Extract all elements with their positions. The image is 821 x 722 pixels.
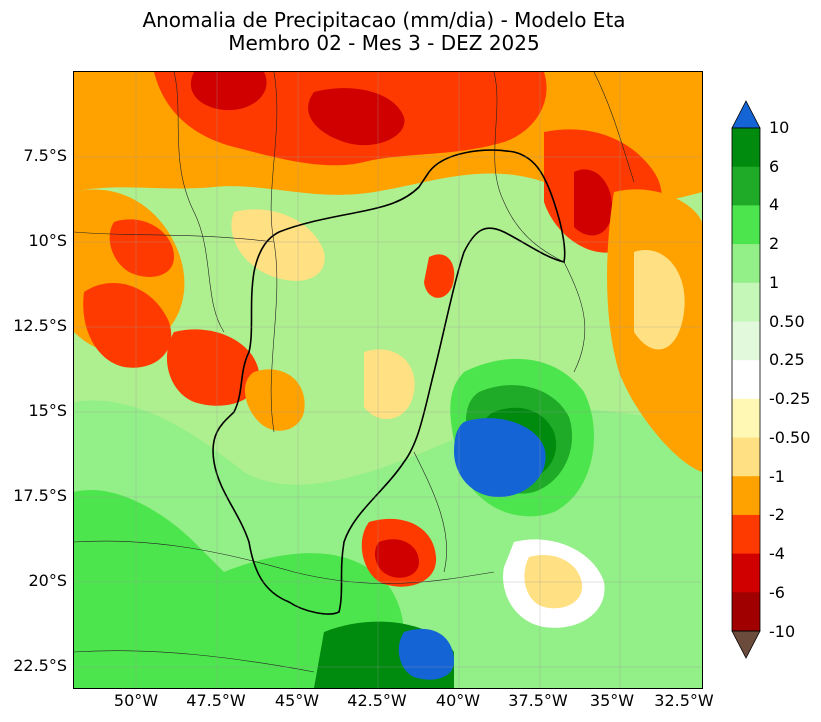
map-panel (73, 71, 703, 689)
lat-label-10s: 10°S (28, 231, 67, 250)
state-borders (74, 72, 635, 673)
field-blue-anomaly (454, 418, 546, 497)
field-darkred-nw (190, 72, 267, 111)
colorbar-label: 6 (769, 157, 780, 176)
lon-label-40w: 40°W (435, 691, 481, 710)
field-red-center-east (424, 254, 455, 298)
field-darkred-northeast (574, 169, 613, 236)
chart-title-line2: Membro 02 - Mes 3 - DEZ 2025 (228, 31, 540, 55)
colorbar-label: -4 (769, 544, 785, 563)
colorbar-segment (732, 592, 760, 632)
colorbar-segment (732, 398, 760, 439)
colorbar-segment (732, 128, 760, 168)
lat-label-22-5s: 22.5°S (13, 656, 67, 675)
field-red-west-upper (109, 219, 174, 277)
field-orange-center (244, 369, 305, 431)
basin-outline (212, 149, 566, 615)
chart-title-line1: Anomalia de Precipitacao (mm/dia) - Mode… (142, 8, 626, 32)
colorbar-label: -2 (769, 505, 785, 524)
colorbar-segment (732, 244, 760, 284)
colorbar-label: 4 (769, 195, 780, 214)
colorbar (731, 100, 761, 659)
colorbar-segment (732, 514, 760, 555)
colorbar-segment (732, 553, 760, 593)
colorbar-over-triangle (731, 100, 761, 129)
lon-label-32-5w: 32.5°W (654, 691, 714, 710)
lat-label-7-5s: 7.5°S (23, 146, 67, 165)
field-yellow-east (634, 250, 685, 350)
field-darkred-southeast (374, 539, 419, 578)
lon-label-37-5w: 37.5°W (508, 691, 568, 710)
gridlines (74, 72, 702, 688)
colorbar-segment (732, 282, 760, 322)
lon-label-42-5w: 42.5°W (347, 691, 407, 710)
field-yellow-center (364, 349, 415, 419)
colorbar-label: -6 (769, 583, 785, 602)
colorbar-segment (732, 360, 760, 400)
colorbar-segment (732, 476, 760, 516)
colorbar-under-triangle (731, 630, 761, 659)
lon-label-47-5w: 47.5°W (186, 691, 246, 710)
lat-label-12-5s: 12.5°S (13, 316, 67, 335)
colorbar-segment (732, 205, 760, 245)
colorbar-segments (732, 128, 760, 632)
colorbar-label: 1 (769, 273, 780, 292)
colorbar-label: 2 (769, 234, 780, 253)
colorbar-segment (732, 437, 760, 477)
field-yellow-center-north (231, 209, 325, 281)
colorbar-frame (731, 127, 761, 632)
precipitation-anomaly-map (74, 72, 702, 688)
colorbar-segment (732, 321, 760, 361)
field-red-west (83, 283, 172, 368)
colorbar-label: -1 (769, 467, 785, 486)
colorbar-segment (732, 166, 760, 206)
colorbar-label: 0.25 (769, 350, 805, 369)
lon-label-50w: 50°W (113, 691, 159, 710)
lat-label-20s: 20°S (28, 571, 67, 590)
colorbar-label: -0.25 (769, 389, 811, 408)
colorbar-label: 0.50 (769, 312, 805, 331)
colorbar-label: -10 (769, 622, 796, 641)
field-yellow-southeast (524, 555, 583, 609)
lon-label-35w: 35°W (589, 691, 635, 710)
field-red-west-lower (166, 329, 260, 406)
lat-label-17-5s: 17.5°S (13, 486, 67, 505)
colorbar-label: -0.50 (769, 428, 811, 447)
colorbar-label: 10 (769, 118, 790, 137)
lat-label-15s: 15°S (28, 401, 67, 420)
lon-label-45w: 45°W (274, 691, 320, 710)
field-darkred-north-center (308, 88, 405, 146)
